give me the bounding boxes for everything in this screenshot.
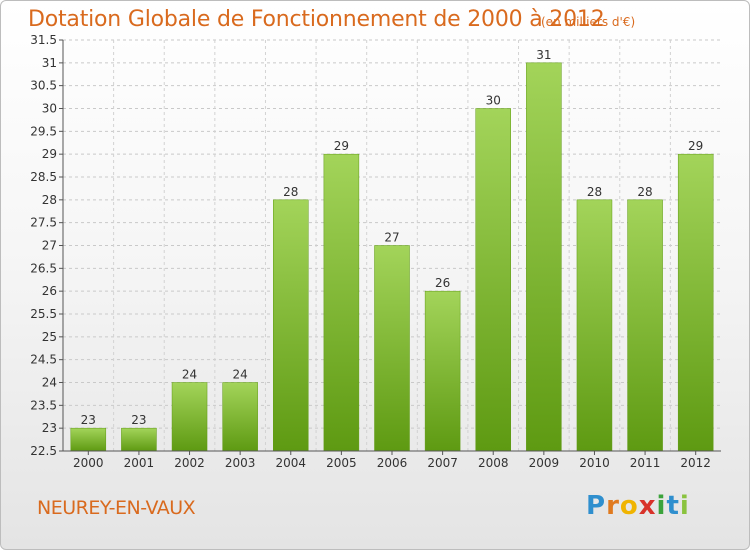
y-tick-label: 24.5 [30,353,57,367]
logo-letter: P [586,491,607,521]
data-label: 23 [131,413,146,427]
logo-letter: x [638,491,657,521]
logo-letter: o [619,491,639,521]
bar [323,153,360,452]
y-tick-label: 28.5 [30,170,57,184]
y-tick-label: 27 [42,239,57,253]
chart-subtitle: (en milliers d'€) [541,15,636,29]
bar [424,290,461,452]
x-tick-label: 2011 [630,456,661,470]
data-label: 30 [486,94,501,108]
bar [70,427,107,452]
x-tick-label: 2002 [174,456,205,470]
y-tick-label: 26.5 [30,261,57,275]
x-tick-label: 2010 [579,456,610,470]
bars: 23 23 24 24 28 29 27 26 30 31 28 28 29 [70,48,714,452]
bar [526,62,562,452]
bar [677,153,714,452]
y-tick-label: 30.5 [30,79,57,93]
data-label: 28 [637,185,652,199]
x-tick-label: 2000 [73,456,104,470]
data-label: 31 [536,48,551,62]
data-label: 26 [435,276,450,290]
x-tick-label: 2007 [427,456,458,470]
bar [121,427,157,452]
data-label: 29 [688,139,703,153]
y-tick-label: 28 [42,193,57,207]
y-tick-label: 31 [42,56,57,70]
y-tick-label: 25 [42,330,57,344]
logo-letter: t [666,491,680,521]
chart-title: Dotation Globale de Fonctionnement de 20… [28,7,605,32]
y-tick-label: 25.5 [30,307,57,321]
logo-letter: r [606,491,620,521]
y-tick-label: 29.5 [30,124,57,138]
data-label: 28 [587,185,602,199]
axes: 22.5 23 23.5 24 24.5 25 25.5 26 26.5 27 27.5 28 28.5… [30,33,721,470]
y-tick-label: 27.5 [30,216,57,230]
bar [627,199,663,452]
logo-letter: i [679,491,690,521]
logo-letter: i [656,491,667,521]
bar [222,382,258,452]
x-tick-label: 2012 [680,456,711,470]
y-tick-label: 30 [42,102,57,116]
bar [273,199,309,452]
x-tick-label: 2001 [124,456,155,470]
x-tick-label: 2006 [377,456,408,470]
y-tick-label: 22.5 [30,444,57,458]
y-tick-label: 29 [42,147,57,161]
x-tick-label: 2008 [478,456,509,470]
y-tick-label: 26 [42,284,57,298]
data-label: 24 [182,368,197,382]
commune-name: NEUREY-EN-VAUX [37,497,196,519]
bar [576,199,613,452]
data-label: 24 [233,368,248,382]
x-tick-label: 2009 [529,456,560,470]
x-tick-label: 2003 [225,456,256,470]
x-tick-label: 2004 [275,456,306,470]
y-tick-label: 23.5 [30,398,57,412]
x-tick-label: 2005 [326,456,357,470]
y-tick-label: 31.5 [30,33,57,47]
proxiti-logo: Proxiti [586,491,690,521]
data-label: 23 [81,413,96,427]
data-label: 29 [334,139,349,153]
bar [374,245,410,452]
bar [475,108,511,452]
y-tick-label: 24 [42,376,57,390]
y-tick-label: 23 [42,421,57,435]
data-label: 28 [283,185,298,199]
bar [171,382,208,452]
data-label: 27 [384,231,399,245]
